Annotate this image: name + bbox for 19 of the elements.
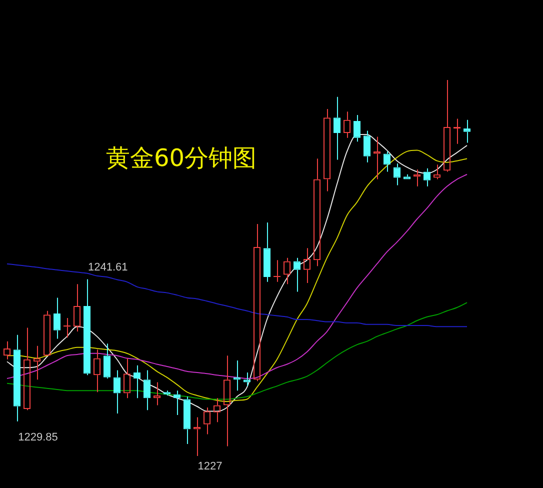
annotation: 1241.61 (88, 262, 128, 274)
candlestick (54, 297, 60, 340)
candlestick (114, 370, 120, 414)
candlestick (14, 334, 20, 422)
candlestick (84, 278, 90, 376)
candlestick (464, 119, 470, 144)
candlestick (264, 222, 270, 282)
annotation: 1229.85 (18, 432, 58, 444)
candlestick (244, 372, 250, 387)
text: 黄金60分钟图 (106, 144, 257, 172)
candlestick (184, 396, 190, 444)
candlestick (164, 390, 170, 396)
candlestick (104, 343, 110, 380)
candlestick (144, 370, 150, 411)
candlestick (364, 130, 370, 163)
candlestick (454, 118, 460, 144)
candlestick (354, 114, 360, 142)
text: 1227 (198, 460, 222, 473)
candlestick (334, 96, 340, 160)
